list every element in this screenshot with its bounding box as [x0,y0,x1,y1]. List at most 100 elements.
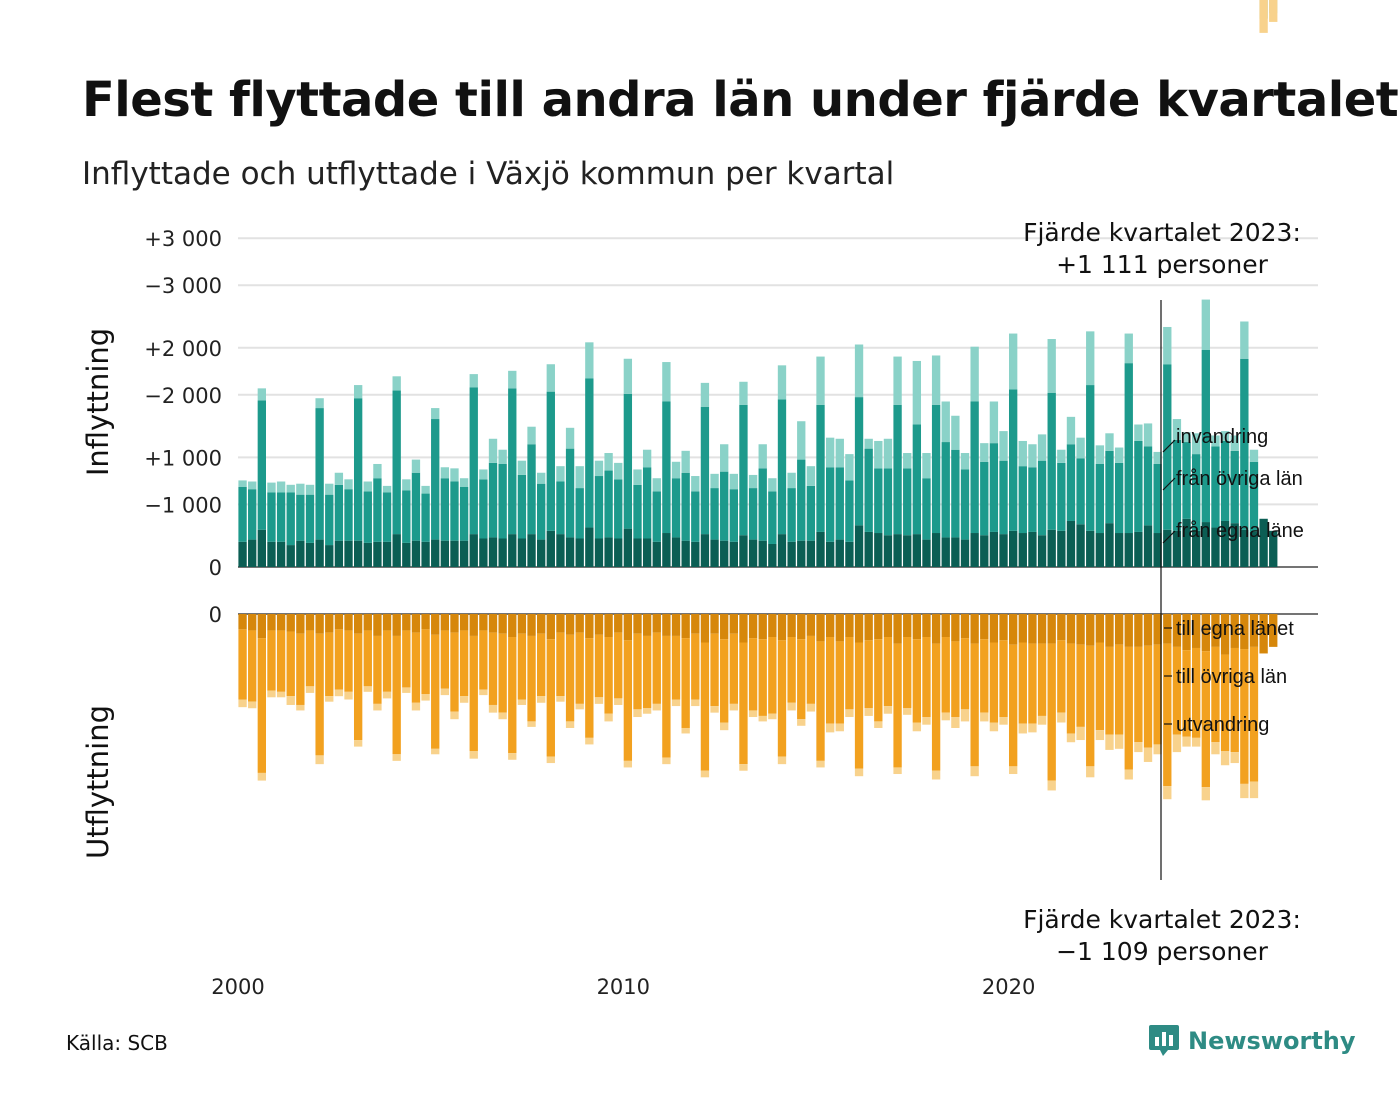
bar-inflyttning [1114,447,1124,463]
bar-inflyttning [411,540,421,567]
bar-utflyttning [642,635,652,709]
bar-utflyttning [825,614,835,638]
bar-inflyttning [1269,530,1278,567]
bar-utflyttning [248,701,257,709]
bar-utflyttning [296,633,305,705]
bar-inflyttning [286,484,295,493]
bar-utflyttning [286,614,295,632]
bar-utflyttning [1143,614,1153,646]
bar-inflyttning [1047,529,1056,567]
bar-utflyttning [565,634,575,722]
bar-utflyttning [1259,0,1268,33]
bar-inflyttning [421,485,430,494]
bar-utflyttning [315,633,324,756]
bar-utflyttning [633,709,642,718]
bar-utflyttning [1124,614,1133,647]
bar-utflyttning [1009,644,1018,767]
bar-utflyttning [537,614,546,634]
bar-utflyttning [469,614,478,636]
bar-utflyttning [903,614,912,638]
bar-inflyttning [1057,462,1066,531]
bar-inflyttning [1143,525,1153,567]
bar-utflyttning [517,633,527,700]
bar-inflyttning [777,534,787,567]
bar-inflyttning [845,541,854,567]
bar-utflyttning [1230,647,1239,753]
bar-utflyttning [883,706,893,714]
bar-utflyttning [748,638,758,711]
bar-inflyttning [671,537,681,567]
bar-utflyttning [498,614,507,634]
bar-inflyttning [1114,533,1124,567]
bar-utflyttning [498,633,507,713]
bar-inflyttning [691,476,700,492]
bar-utflyttning [806,703,816,712]
bar-utflyttning [874,639,883,722]
bar-inflyttning [469,387,478,535]
bar-utflyttning [527,614,536,636]
bar-inflyttning [681,540,690,567]
bar-inflyttning [382,485,392,493]
bar-inflyttning [912,534,922,567]
bar-inflyttning [276,481,286,493]
bar-inflyttning [459,486,469,541]
bar-utflyttning [1172,646,1182,735]
bar-utflyttning [267,630,276,691]
y-tick-label: 0 [209,603,222,627]
bar-utflyttning [864,640,873,709]
bar-utflyttning [1047,643,1056,781]
bar-inflyttning [1182,518,1191,567]
bar-inflyttning [960,469,970,540]
bar-utflyttning [353,740,363,747]
bar-inflyttning [671,461,681,479]
bar-inflyttning [1201,349,1210,523]
legend-label: från egna läne [1176,520,1304,542]
bar-utflyttning [1076,644,1085,727]
bar-inflyttning [1047,339,1056,393]
bar-inflyttning [691,541,700,567]
bar-inflyttning [363,481,372,492]
bar-utflyttning [883,637,893,707]
bar-utflyttning [960,709,970,722]
bar-inflyttning [402,479,411,491]
bar-inflyttning [633,538,642,567]
bar-utflyttning [720,639,729,723]
bar-utflyttning [912,614,922,640]
bar-inflyttning [671,478,681,538]
bar-utflyttning [257,614,266,639]
y-tick-label: +1 000 [144,446,222,470]
bar-inflyttning [1066,416,1076,445]
bar-utflyttning [1105,614,1114,647]
bar-utflyttning [373,635,382,704]
bar-inflyttning [286,545,295,567]
bar-inflyttning [883,438,893,469]
bar-utflyttning [431,614,440,635]
x-tick-labels: 2000 2010 2020 [211,975,1035,999]
bar-utflyttning [1153,744,1162,755]
bar-utflyttning [479,630,488,690]
bar-inflyttning [989,531,999,567]
bar-inflyttning [1249,531,1259,567]
bar-inflyttning [585,342,594,379]
bar-inflyttning [594,476,604,539]
bar-utflyttning [903,708,912,715]
bar-utflyttning [392,754,401,761]
bar-utflyttning [1105,734,1114,750]
bar-utflyttning [893,767,902,775]
bar-inflyttning [537,539,546,567]
bar-utflyttning [768,713,777,720]
bar-inflyttning [1230,435,1239,451]
x-tick-label: 2020 [982,975,1035,999]
bar-utflyttning [1047,614,1056,644]
bar-inflyttning [604,453,613,471]
bar-inflyttning [363,491,372,543]
bar-utflyttning [652,703,661,711]
bar-inflyttning [276,541,286,567]
bar-inflyttning [517,460,527,475]
bar-inflyttning [999,460,1008,535]
bar-utflyttning [1066,614,1076,644]
bar-inflyttning [1163,326,1172,365]
bar-utflyttning [508,753,517,760]
bar-utflyttning [854,768,864,777]
bar-utflyttning [575,614,584,633]
